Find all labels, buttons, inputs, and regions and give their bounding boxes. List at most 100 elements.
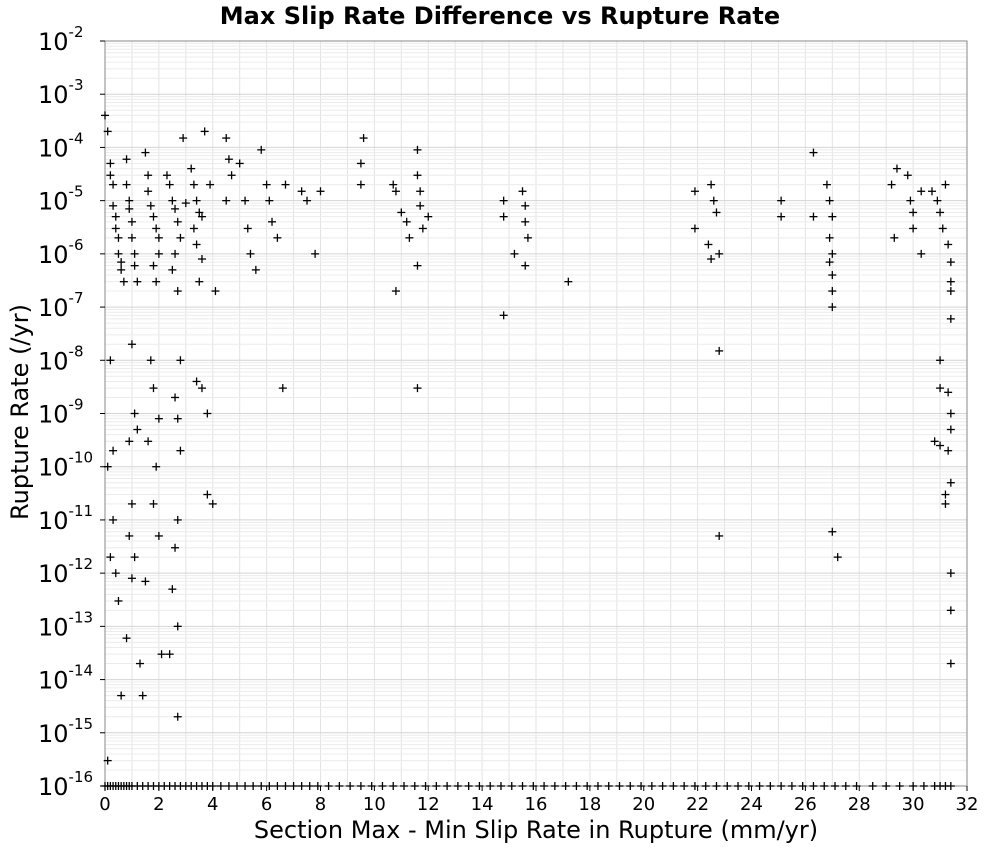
data-point <box>173 622 182 631</box>
data-point <box>510 249 519 258</box>
data-point <box>146 356 155 365</box>
data-point <box>278 384 287 393</box>
data-point <box>521 201 530 210</box>
data-point <box>828 527 837 536</box>
data-point <box>777 782 786 790</box>
data-point <box>389 782 398 790</box>
data-point <box>690 782 699 790</box>
data-point <box>203 409 212 418</box>
data-point <box>152 224 161 233</box>
data-point <box>165 180 174 189</box>
data-point <box>232 782 241 790</box>
data-point <box>715 531 724 540</box>
data-point <box>125 531 134 540</box>
data-point <box>106 171 115 180</box>
x-tick-label: 16 <box>525 794 548 815</box>
data-point <box>257 145 266 154</box>
data-point <box>604 782 613 790</box>
data-point <box>852 782 861 790</box>
data-point <box>389 180 398 189</box>
x-tick-label: 8 <box>315 794 326 815</box>
data-point <box>946 606 955 615</box>
data-point <box>125 204 134 213</box>
data-point <box>117 265 126 274</box>
data-point <box>192 240 201 249</box>
y-tick-label: 10-2 <box>38 23 84 56</box>
data-point <box>154 531 163 540</box>
data-point <box>262 180 271 189</box>
data-point <box>593 782 602 790</box>
data-point <box>825 258 834 267</box>
data-point <box>828 303 837 312</box>
data-point <box>909 224 918 233</box>
data-point <box>892 164 901 173</box>
data-point <box>200 127 209 136</box>
data-point <box>297 187 306 196</box>
data-point <box>127 340 136 349</box>
data-point <box>946 569 955 578</box>
data-point <box>197 255 206 264</box>
data-point <box>572 782 581 790</box>
data-point <box>109 446 118 455</box>
data-point <box>179 134 188 143</box>
data-point <box>626 782 635 790</box>
data-point <box>413 261 422 270</box>
y-tick-label: 10-6 <box>38 236 84 269</box>
data-point <box>154 414 163 423</box>
data-point <box>173 287 182 296</box>
data-point <box>946 409 955 418</box>
data-point <box>906 196 915 205</box>
data-point <box>246 249 255 258</box>
data-point <box>273 233 282 242</box>
data-point <box>146 201 155 210</box>
x-tick-label: 24 <box>740 794 763 815</box>
data-point <box>944 446 953 455</box>
data-point <box>311 249 320 258</box>
data-point <box>136 659 145 668</box>
data-point <box>523 233 532 242</box>
data-point <box>890 233 899 242</box>
data-point <box>144 437 153 446</box>
x-tick-label: 14 <box>471 794 494 815</box>
data-point <box>356 782 365 790</box>
data-point <box>122 634 131 643</box>
data-point <box>171 249 180 258</box>
data-point <box>127 574 136 583</box>
data-point <box>413 145 422 154</box>
data-point <box>227 171 236 180</box>
data-point <box>475 782 484 790</box>
data-point <box>117 691 126 700</box>
y-tick-label: 10-12 <box>38 555 93 588</box>
axis-ticks: 0 2 4 6 8 10 12 14 16 18 20 22 24 26 28 30 3210-1610-151… <box>38 23 978 815</box>
data-point <box>152 462 161 471</box>
data-point <box>251 265 260 274</box>
data-point <box>106 356 115 365</box>
data-point <box>868 782 877 790</box>
data-point <box>176 446 185 455</box>
data-point <box>499 212 508 221</box>
data-point <box>486 782 495 790</box>
data-point <box>938 224 947 233</box>
data-point <box>103 756 112 765</box>
data-point <box>273 782 282 790</box>
data-point <box>222 196 231 205</box>
data-point <box>241 196 250 205</box>
data-point <box>828 271 837 280</box>
data-point <box>313 782 322 790</box>
y-tick-label: 10-15 <box>38 715 93 748</box>
data-point <box>809 782 818 790</box>
data-point <box>583 782 592 790</box>
data-point <box>171 204 180 213</box>
data-point <box>564 277 573 286</box>
data-point <box>189 180 198 189</box>
data-point <box>281 180 290 189</box>
y-tick-label: 10-9 <box>38 396 84 429</box>
data-point <box>704 240 713 249</box>
data-point <box>111 212 120 221</box>
y-tick-label: 10-14 <box>38 662 93 695</box>
data-point <box>936 384 945 393</box>
data-point <box>171 393 180 402</box>
data-point <box>130 553 139 562</box>
data-point <box>658 782 667 790</box>
data-point <box>138 691 147 700</box>
